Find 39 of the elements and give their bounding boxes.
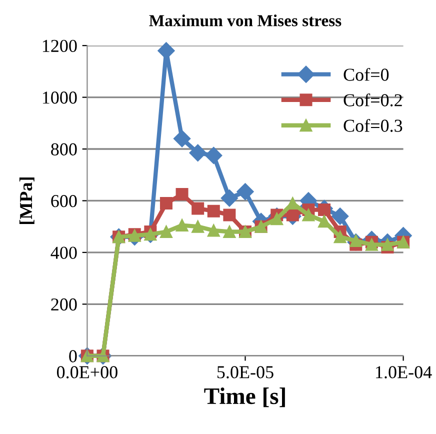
point xyxy=(286,208,299,222)
legend-label: Cof=0 xyxy=(344,68,389,81)
x-tick-label: 5.0E-05 xyxy=(217,366,274,378)
point xyxy=(302,208,315,222)
point xyxy=(334,230,346,244)
point xyxy=(192,202,204,215)
point xyxy=(381,238,394,251)
y-tick-label: 400 xyxy=(50,246,77,259)
x-axis-title: Time [s] xyxy=(204,388,285,408)
point xyxy=(207,224,220,237)
point xyxy=(207,204,220,218)
point xyxy=(223,226,236,238)
legend-label: Cof=0.3 xyxy=(344,118,402,132)
x-tick-label: 0.0E+00 xyxy=(56,366,118,378)
point xyxy=(176,188,188,201)
y-tick-label: 1200 xyxy=(42,40,77,52)
y-axis-title: [MPa] xyxy=(19,178,34,224)
point xyxy=(236,183,254,200)
point xyxy=(173,130,191,148)
point xyxy=(176,219,188,232)
point xyxy=(332,208,349,225)
legend-label: Cof=0.2 xyxy=(344,93,402,106)
point xyxy=(144,228,157,241)
y-tick-label: 800 xyxy=(51,143,77,156)
point xyxy=(205,146,222,164)
y-tick-label: 0 xyxy=(69,350,77,362)
point xyxy=(160,197,172,210)
x-tick-label: 1.0E-04 xyxy=(376,366,432,378)
point xyxy=(158,42,175,60)
point xyxy=(189,144,206,162)
point xyxy=(223,208,236,222)
y-tick-label: 200 xyxy=(51,298,77,311)
point xyxy=(365,238,378,251)
point xyxy=(220,190,238,207)
point xyxy=(160,226,172,238)
point xyxy=(192,220,204,233)
chart-title: Maximum von Mises stress xyxy=(149,14,342,26)
y-tick-label: 1000 xyxy=(42,92,77,104)
y-tick-label: 600 xyxy=(51,194,77,208)
